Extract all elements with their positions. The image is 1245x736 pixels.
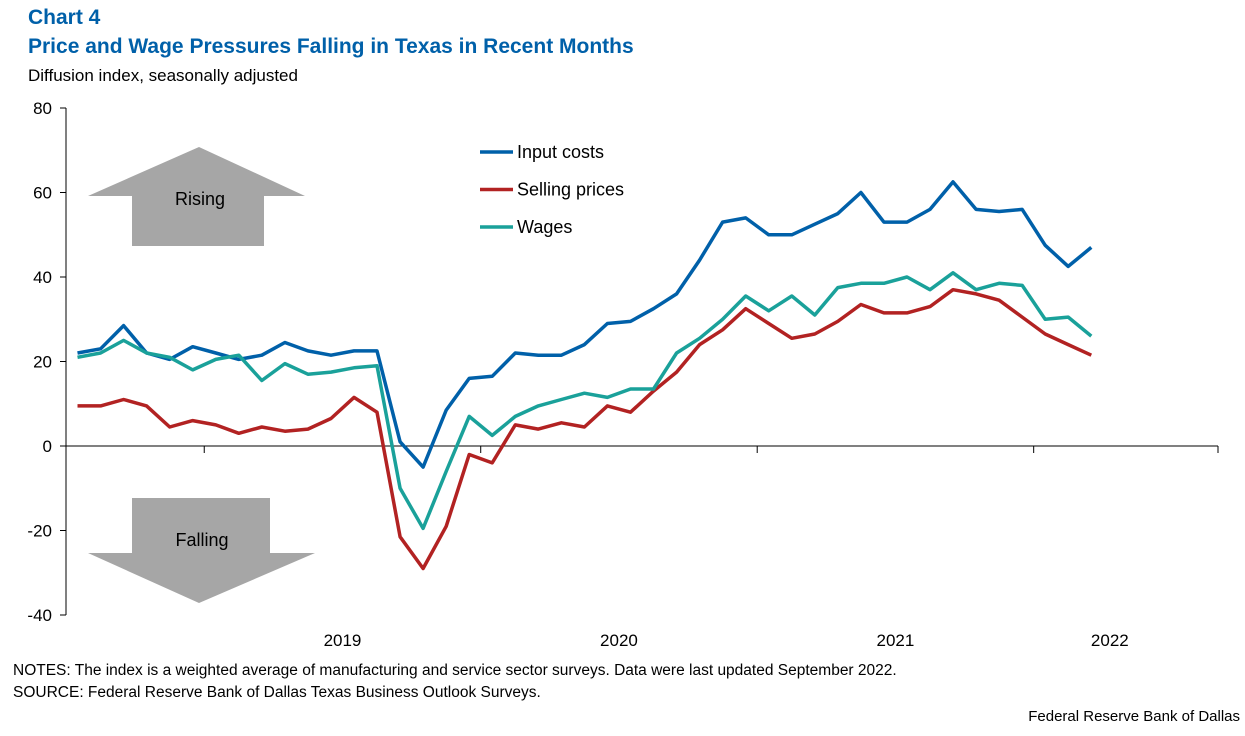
rising-label: Rising <box>175 189 225 209</box>
y-tick-label: -20 <box>27 522 52 541</box>
y-tick-label: -40 <box>27 606 52 625</box>
legend-label: Wages <box>517 217 572 237</box>
legend-label: Input costs <box>517 142 604 162</box>
x-tick-label: 2020 <box>600 631 638 650</box>
chart-notes: NOTES: The index is a weighted average o… <box>13 662 897 679</box>
chart-title: Price and Wage Pressures Falling in Texa… <box>28 35 634 58</box>
y-tick-label: 20 <box>33 353 52 372</box>
x-tick-label: 2021 <box>877 631 915 650</box>
chart-source: SOURCE: Federal Reserve Bank of Dallas T… <box>13 684 541 701</box>
series-line-wages <box>77 271 1093 531</box>
line-chart: Rising Falling -40 -20 0 20 40 60 80 2019 2020 20… <box>27 99 1219 650</box>
series-line-selling-prices <box>77 287 1093 571</box>
falling-arrow-icon <box>88 498 315 603</box>
legend-label: Selling prices <box>517 180 624 200</box>
series-line-input-costs <box>77 180 1093 469</box>
falling-label: Falling <box>175 530 228 550</box>
y-tick-label: 40 <box>33 268 52 287</box>
x-tick-label: 2019 <box>324 631 362 650</box>
y-tick-label: 0 <box>43 437 52 456</box>
chart-subtitle: Diffusion index, seasonally adjusted <box>28 66 298 85</box>
direction-annotations: Rising Falling <box>88 147 315 603</box>
y-tick-label: 80 <box>33 99 52 118</box>
rising-arrow-icon <box>88 147 305 246</box>
chart-credit: Federal Reserve Bank of Dallas <box>1028 708 1240 725</box>
y-tick-label: 60 <box>33 184 52 203</box>
x-tick-label: 2022 <box>1091 631 1129 650</box>
chart-number: Chart 4 <box>28 6 101 29</box>
